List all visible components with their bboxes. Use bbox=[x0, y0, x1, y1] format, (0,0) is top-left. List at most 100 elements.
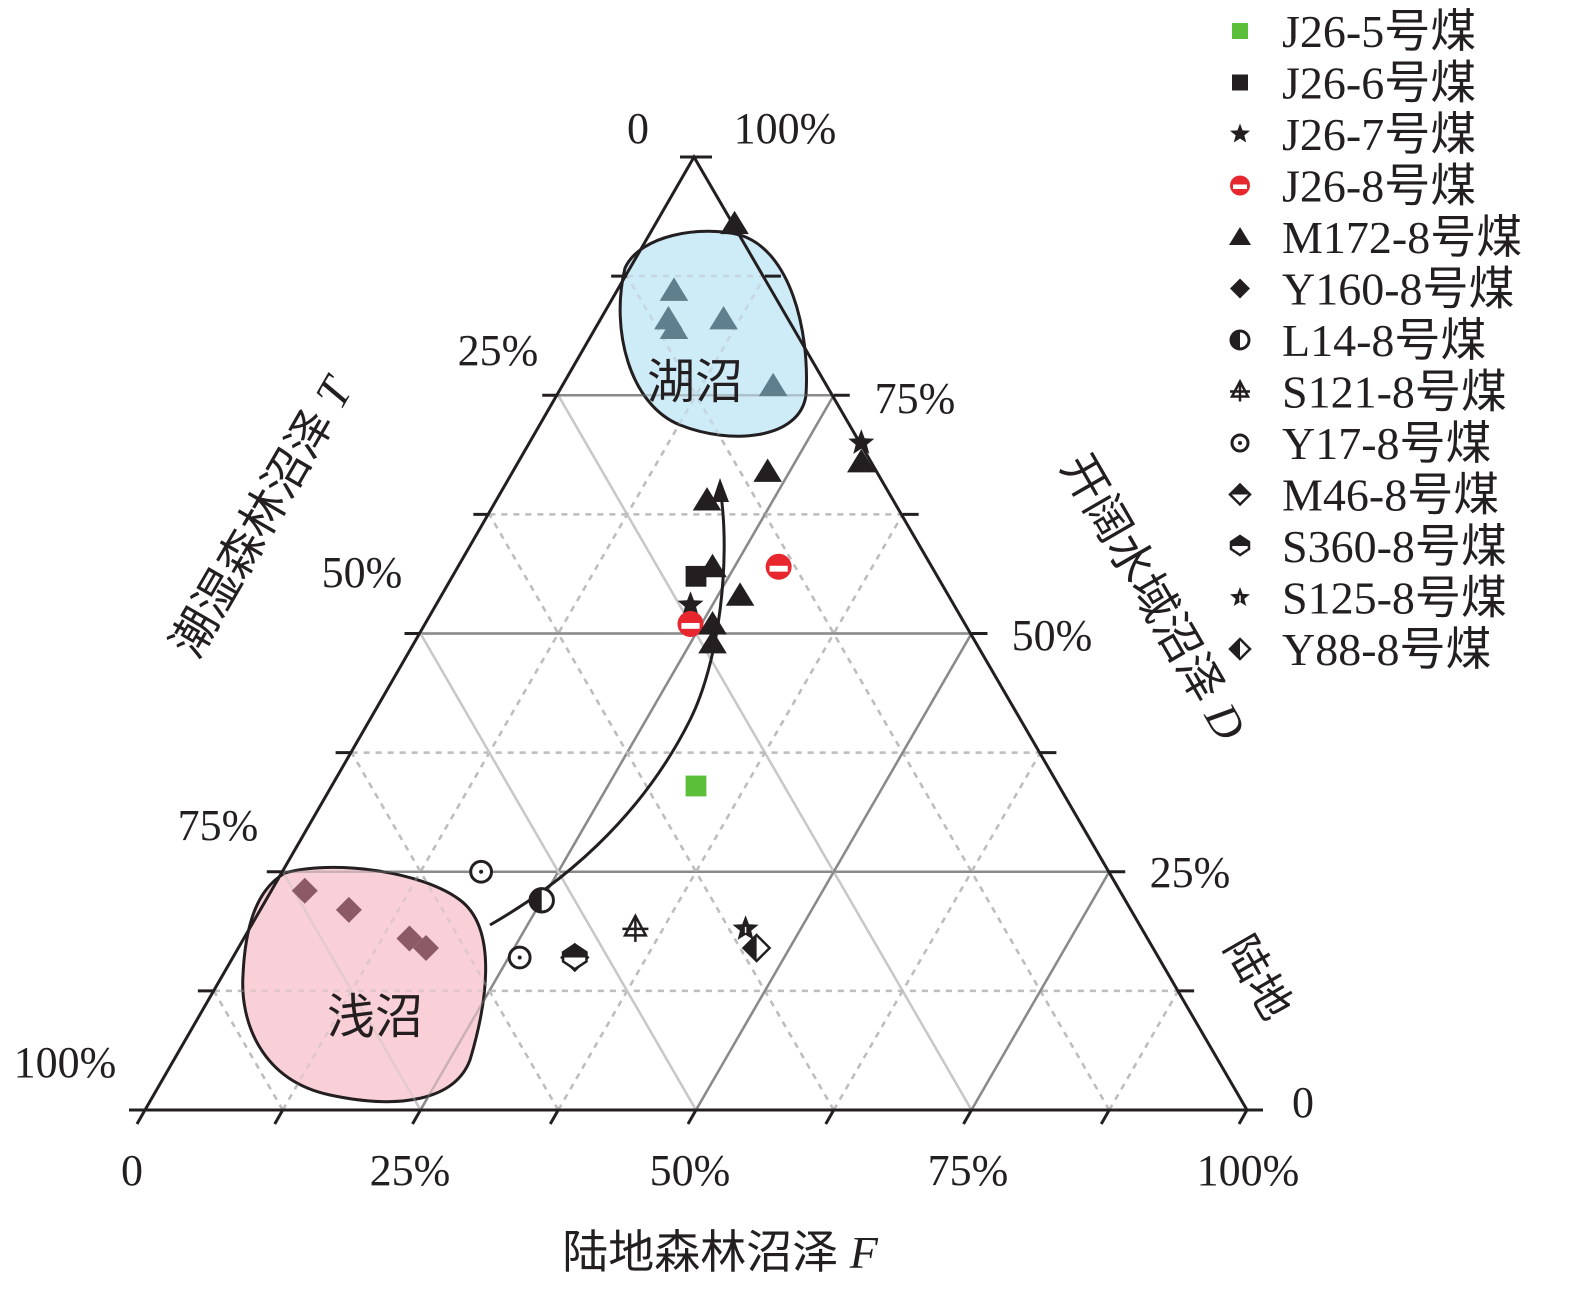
tick-label-f-50: 50% bbox=[650, 1146, 731, 1195]
tick-f bbox=[1237, 1109, 1249, 1125]
legend-label: J26-8号煤 bbox=[1282, 161, 1476, 212]
grid-line-f bbox=[970, 871, 1111, 1111]
data-points bbox=[291, 210, 876, 973]
data-point-j26-6 bbox=[685, 565, 707, 587]
axis-title-t: 潮湿森林沼泽 T bbox=[161, 366, 363, 666]
axis-title-f-var: F bbox=[849, 1227, 879, 1278]
legend-label: S121-8号煤 bbox=[1282, 367, 1507, 418]
legend-label: S360-8号煤 bbox=[1282, 521, 1507, 572]
grid-line-t bbox=[419, 632, 698, 1111]
data-point-y160-8 bbox=[396, 925, 423, 952]
grid-line-t bbox=[488, 513, 835, 1111]
axis-title-d-var: D bbox=[1194, 694, 1255, 749]
axis-ticks bbox=[129, 155, 1263, 1125]
legend-marker-3 bbox=[1230, 175, 1250, 196]
data-point-y160-8 bbox=[413, 934, 440, 961]
data-point-m172-8 bbox=[659, 315, 689, 339]
legend-marker-7 bbox=[1229, 378, 1251, 402]
grid-line-f bbox=[1108, 990, 1180, 1111]
axis-title-t-var: T bbox=[305, 366, 364, 417]
tick-f bbox=[1099, 1109, 1111, 1125]
region-shallow-swamp bbox=[241, 865, 488, 1104]
grid-line-t bbox=[350, 751, 560, 1111]
tick-label-f-75: 75% bbox=[928, 1146, 1009, 1195]
grid-line-f bbox=[970, 871, 1111, 1111]
data-point-y160-8 bbox=[335, 896, 362, 923]
legend-marker-1 bbox=[1232, 74, 1248, 91]
legend-label: Y17-8号煤 bbox=[1282, 418, 1492, 469]
grid-line-t bbox=[281, 871, 422, 1111]
data-point-y17-8 bbox=[507, 945, 532, 970]
grid-line-f bbox=[832, 751, 1042, 1111]
grid-line-t bbox=[419, 632, 698, 1111]
arrow-head bbox=[712, 478, 729, 502]
data-point-j26-7 bbox=[677, 591, 704, 616]
data-point-y88-8 bbox=[741, 933, 772, 963]
grid-line-f bbox=[694, 632, 973, 1111]
tick-label-t-25: 25% bbox=[458, 326, 539, 375]
data-point-j26-5 bbox=[685, 775, 707, 797]
grid-lines-overlay bbox=[212, 274, 1180, 1111]
data-point-j26-8 bbox=[677, 610, 704, 637]
grid-line-f bbox=[1108, 990, 1180, 1111]
tick-label-t-0: 0 bbox=[627, 104, 649, 153]
axis-title-t-text: 潮湿森林沼泽 bbox=[161, 401, 343, 666]
legend-label: J26-5号煤 bbox=[1282, 6, 1476, 57]
legend-label: S125-8号煤 bbox=[1282, 573, 1507, 624]
grid-line-f bbox=[694, 632, 973, 1111]
legend-marker-9 bbox=[1228, 482, 1252, 507]
grid-line-t bbox=[626, 275, 1111, 1111]
legend-label: J26-6号煤 bbox=[1282, 58, 1476, 109]
axis-title-f-text: 陆地森林沼泽 bbox=[562, 1227, 838, 1278]
data-point-j26-7 bbox=[848, 429, 875, 454]
corner-label-land: 陆地 bbox=[1214, 927, 1300, 1028]
region-label-lake: 湖沼 bbox=[647, 356, 743, 409]
data-point-m172-8 bbox=[725, 582, 755, 606]
axis-title-d-text: 开阔水域沼泽 bbox=[1051, 446, 1233, 711]
data-point-j26-8 bbox=[765, 553, 792, 580]
data-point-m172-8 bbox=[753, 458, 782, 482]
tick-f bbox=[548, 1109, 560, 1125]
tick-f bbox=[962, 1109, 973, 1125]
data-point-m172-8 bbox=[692, 487, 722, 511]
tick-f bbox=[411, 1109, 422, 1125]
tick-f bbox=[273, 1109, 285, 1125]
tick-label-d-100: 100% bbox=[734, 104, 837, 153]
legend-label: J26-7号煤 bbox=[1282, 109, 1476, 160]
tick-label-t-100: 100% bbox=[14, 1038, 117, 1087]
grid-line-f bbox=[419, 394, 835, 1111]
data-point-s121-8 bbox=[622, 913, 649, 942]
legend-marker-6 bbox=[1229, 329, 1251, 351]
legend-label: Y88-8号煤 bbox=[1282, 624, 1492, 675]
axis-title-d: 开阔水域沼泽 D bbox=[1051, 446, 1256, 749]
grid-line-t bbox=[488, 513, 835, 1111]
tick-label-t-75: 75% bbox=[178, 801, 259, 850]
grid-line-f bbox=[832, 751, 1042, 1111]
grid-line-t bbox=[626, 275, 1111, 1111]
data-point-m172-8 bbox=[698, 553, 727, 578]
legend-marker-12 bbox=[1228, 637, 1252, 661]
grid-line-f bbox=[281, 275, 766, 1111]
legend-marker-10 bbox=[1229, 534, 1251, 557]
tick-label-d-25: 25% bbox=[1150, 848, 1231, 897]
tick-label-d-0: 0 bbox=[1292, 1078, 1314, 1127]
legend-label: Y160-8号煤 bbox=[1282, 264, 1515, 315]
tick-f bbox=[135, 1109, 147, 1125]
tick-label-t-50: 50% bbox=[322, 548, 403, 597]
tick-label-d-75: 75% bbox=[875, 374, 956, 423]
data-point-s360-8 bbox=[561, 943, 588, 971]
grid-line-t bbox=[557, 394, 973, 1111]
legend-marker-4 bbox=[1229, 227, 1251, 245]
data-point-s125-8 bbox=[732, 915, 759, 940]
data-point-m172-8 bbox=[758, 372, 788, 397]
data-point-y160-8 bbox=[291, 877, 318, 904]
region-lake-swamp bbox=[618, 229, 808, 438]
data-point-m172-8 bbox=[698, 630, 727, 654]
data-point-m172-8 bbox=[847, 448, 876, 473]
legend-marker-11 bbox=[1230, 587, 1250, 606]
tick-f bbox=[686, 1109, 698, 1125]
legend-marker-0 bbox=[1232, 23, 1248, 39]
legend-label: M46-8号煤 bbox=[1282, 470, 1499, 521]
axis-title-f: 陆地森林沼泽 F bbox=[562, 1227, 879, 1278]
